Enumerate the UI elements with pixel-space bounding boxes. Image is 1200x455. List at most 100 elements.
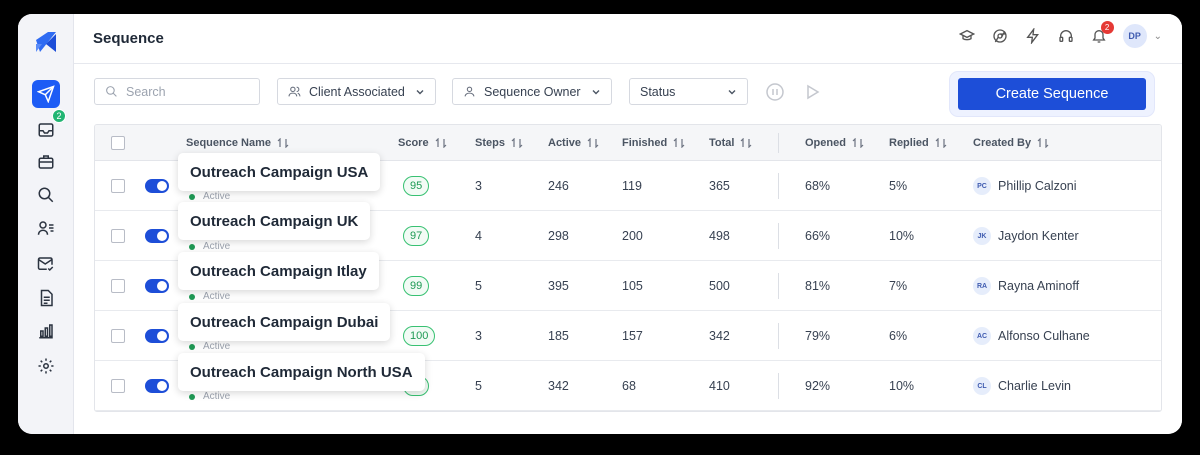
column-divider xyxy=(778,323,779,349)
status-text: Active xyxy=(203,191,231,202)
send-icon xyxy=(37,85,55,103)
table-row[interactable]: Active 95 3 246 119 365 68% 5% PC Phillip Calzoni xyxy=(95,161,1161,211)
column-steps[interactable]: Steps xyxy=(475,137,523,149)
replied-cell: 5% xyxy=(889,179,908,193)
page-title: Sequence xyxy=(93,30,164,47)
sequence-name-card[interactable]: Outreach Campaign North USA xyxy=(178,353,425,391)
owner-avatar: RA xyxy=(973,277,991,295)
bell-icon[interactable]: 2 xyxy=(1090,21,1114,45)
column-total[interactable]: Total xyxy=(709,137,752,149)
play-icon[interactable] xyxy=(802,82,822,102)
row-checkbox[interactable] xyxy=(111,279,125,293)
sidebar-item-settings[interactable] xyxy=(32,352,60,380)
status-indicator: Active xyxy=(189,341,230,352)
total-cell: 365 xyxy=(709,179,730,193)
sequence-owner-dropdown[interactable]: Sequence Owner xyxy=(452,78,612,105)
chevron-down-icon xyxy=(416,90,424,95)
chrome-icon[interactable] xyxy=(991,27,1009,45)
create-sequence-button[interactable]: Create Sequence xyxy=(958,78,1146,110)
column-divider xyxy=(778,133,779,153)
column-active[interactable]: Active xyxy=(548,137,599,149)
table-row[interactable]: Active 99 5 395 105 500 81% 7% RA Rayna Aminoff xyxy=(95,261,1161,311)
owner-name: Phillip Calzoni xyxy=(998,179,1077,193)
search-icon xyxy=(38,187,54,203)
created-by[interactable]: JK Jaydon Kenter xyxy=(973,227,1079,245)
status-indicator: Active xyxy=(189,241,230,252)
owner-avatar: JK xyxy=(973,227,991,245)
column-sequence-name[interactable]: Sequence Name xyxy=(186,137,289,149)
column-opened[interactable]: Opened xyxy=(805,137,864,149)
sidebar-item-contacts[interactable] xyxy=(32,214,60,242)
sort-icon xyxy=(1037,138,1049,148)
active-dot xyxy=(189,243,195,250)
steps-cell: 5 xyxy=(475,279,482,293)
sequence-name-card[interactable]: Outreach Campaign UK xyxy=(178,202,371,240)
lightning-icon[interactable] xyxy=(1024,27,1042,45)
top-icons: 2 DP ⌄ xyxy=(958,21,1162,48)
owner-avatar: PC xyxy=(973,177,991,195)
status-text: Active xyxy=(203,241,231,252)
select-all-checkbox[interactable] xyxy=(111,136,125,150)
graduation-cap-icon[interactable] xyxy=(958,27,976,45)
briefcase-icon xyxy=(38,155,54,169)
sort-icon xyxy=(935,138,947,148)
main-content: Sequence 2 DP ⌄ xyxy=(74,14,1182,434)
chevron-down-icon xyxy=(728,90,736,95)
sequence-name-card[interactable]: Outreach Campaign Dubai xyxy=(178,303,391,341)
sequence-owner-label: Sequence Owner xyxy=(484,84,581,99)
headset-icon[interactable] xyxy=(1057,27,1075,45)
sidebar-item-sequences[interactable] xyxy=(32,80,60,108)
status-indicator: Active xyxy=(189,391,230,402)
table-row[interactable]: Active 100 3 185 157 342 79% 6% AC Alfonso Culhan… xyxy=(95,311,1161,361)
sequence-name-card[interactable]: Outreach Campaign Itlay xyxy=(178,252,379,290)
sidebar-item-search[interactable] xyxy=(32,181,60,209)
sidebar-item-mail[interactable] xyxy=(32,250,60,278)
row-checkbox[interactable] xyxy=(111,179,125,193)
column-created-by[interactable]: Created By xyxy=(973,137,1049,149)
column-divider xyxy=(778,173,779,199)
created-by[interactable]: RA Rayna Aminoff xyxy=(973,277,1079,295)
column-finished[interactable]: Finished xyxy=(622,137,685,149)
column-label: Created By xyxy=(973,137,1032,149)
row-checkbox[interactable] xyxy=(111,379,125,393)
status-dropdown[interactable]: Status xyxy=(629,78,748,105)
sequence-toggle[interactable] xyxy=(145,179,169,193)
row-checkbox[interactable] xyxy=(111,329,125,343)
column-replied[interactable]: Replied xyxy=(889,137,947,149)
sidebar-item-analytics[interactable] xyxy=(32,317,60,345)
sequence-name-card[interactable]: Outreach Campaign USA xyxy=(178,153,381,191)
active-cell: 185 xyxy=(548,329,569,343)
sequence-toggle[interactable] xyxy=(145,329,169,343)
chevron-down-icon[interactable]: ⌄ xyxy=(1153,30,1162,42)
status-label: Status xyxy=(640,84,676,99)
created-by[interactable]: CL Charlie Levin xyxy=(973,377,1071,395)
row-checkbox[interactable] xyxy=(111,229,125,243)
search-input[interactable]: Search xyxy=(94,78,260,105)
replied-cell: 10% xyxy=(889,229,915,243)
table-row[interactable]: Active 97 4 298 200 498 66% 10% JK Jaydon Kenter xyxy=(95,211,1161,261)
inbox-icon xyxy=(38,123,54,137)
status-indicator: Active xyxy=(189,191,230,202)
column-divider xyxy=(778,223,779,249)
sidebar-item-jobs[interactable] xyxy=(32,148,60,176)
pause-icon[interactable] xyxy=(765,82,785,102)
sidebar-item-inbox[interactable]: 2 xyxy=(32,109,66,144)
app-logo-icon[interactable] xyxy=(32,28,60,56)
sidebar-item-documents[interactable] xyxy=(32,284,60,312)
score-badge: 97 xyxy=(403,226,430,246)
sequence-toggle[interactable] xyxy=(145,229,169,243)
steps-cell: 4 xyxy=(475,229,482,243)
user-avatar[interactable]: DP xyxy=(1122,24,1147,48)
created-by[interactable]: AC Alfonso Culhane xyxy=(973,327,1090,345)
total-cell: 410 xyxy=(709,379,730,393)
created-by[interactable]: PC Phillip Calzoni xyxy=(973,177,1077,195)
sequence-toggle[interactable] xyxy=(145,379,169,393)
sequence-toggle[interactable] xyxy=(145,279,169,293)
score-badge: 100 xyxy=(403,326,436,346)
total-cell: 498 xyxy=(709,229,730,243)
client-associated-dropdown[interactable]: Client Associated xyxy=(277,78,436,105)
status-text: Active xyxy=(203,291,231,302)
total-cell: 342 xyxy=(709,329,730,343)
column-score[interactable]: Score xyxy=(398,137,447,149)
bar-chart-icon xyxy=(39,324,53,339)
